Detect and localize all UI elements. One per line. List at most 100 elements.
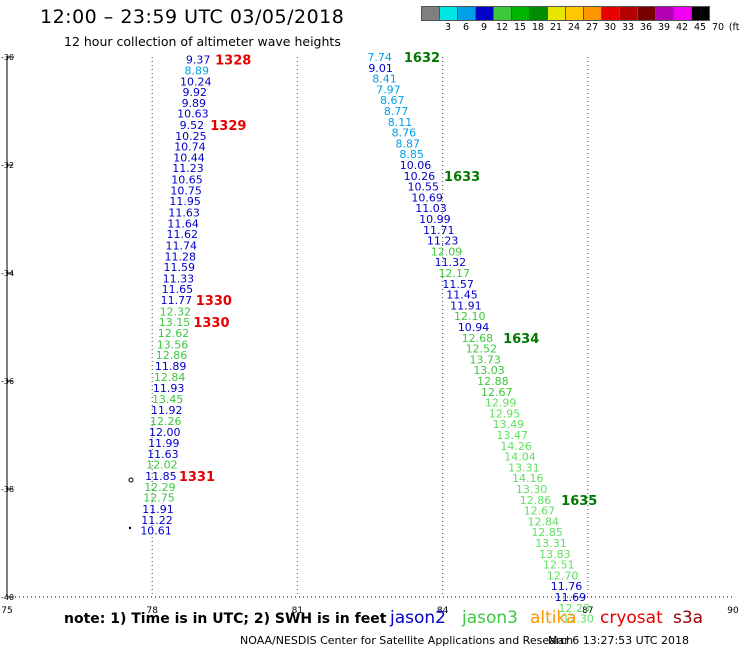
data-label: 11.92 bbox=[151, 404, 183, 417]
data-label: 10.25 bbox=[175, 130, 207, 143]
data-label: 10.69 bbox=[411, 191, 443, 204]
colorbar-label: 70 bbox=[711, 22, 725, 33]
data-label: 12.09 bbox=[431, 245, 463, 258]
data-label: 10.55 bbox=[407, 181, 439, 194]
data-label: 11.89 bbox=[155, 360, 187, 373]
data-label: 12.00 bbox=[149, 426, 181, 439]
colorbar-label: 27 bbox=[585, 22, 599, 33]
data-label: 11.32 bbox=[435, 256, 467, 269]
footer-note: note: 1) Time is in UTC; 2) SWH is in fe… bbox=[64, 611, 387, 627]
data-label: 13.31 bbox=[508, 461, 540, 474]
data-label: 11.76 bbox=[551, 580, 583, 593]
data-label: 10.26 bbox=[404, 170, 436, 183]
legend-altika: altika bbox=[530, 608, 577, 628]
legend-jason3: jason3 bbox=[462, 608, 518, 628]
data-label: 10.63 bbox=[177, 108, 209, 121]
data-label: 8.85 bbox=[399, 148, 424, 161]
colorbar-label: 6 bbox=[462, 22, 470, 33]
y-tick-label: -40 bbox=[1, 593, 14, 602]
data-label: 13.03 bbox=[473, 364, 505, 377]
data-label: 12.99 bbox=[485, 397, 517, 410]
data-label: 11.62 bbox=[166, 228, 198, 241]
y-tick-label: -36 bbox=[1, 377, 14, 386]
data-label: 11.57 bbox=[442, 278, 474, 291]
chart-subtitle: 12 hour collection of altimeter wave hei… bbox=[64, 34, 341, 49]
data-label: 14.16 bbox=[512, 472, 544, 485]
data-label: 12.85 bbox=[531, 526, 563, 539]
data-label: 11.95 bbox=[169, 195, 201, 208]
colorbar-label: 9 bbox=[480, 22, 488, 33]
data-label: 12.75 bbox=[143, 492, 175, 505]
x-tick-label: 78 bbox=[146, 606, 158, 616]
data-label: 12.86 bbox=[520, 494, 552, 507]
data-label: 12.32 bbox=[160, 305, 192, 318]
data-label: 12.02 bbox=[146, 459, 178, 472]
legend-jason2: jason2 bbox=[390, 608, 446, 628]
data-label: 11.23 bbox=[172, 162, 204, 175]
y-tick-label: -38 bbox=[1, 485, 14, 494]
y-tick-label: -30 bbox=[1, 53, 14, 62]
orbit-label: 1329 bbox=[210, 119, 246, 134]
data-label: 13.47 bbox=[497, 429, 529, 442]
data-label: 12.26 bbox=[150, 415, 182, 428]
data-label: 12.30 bbox=[562, 613, 594, 626]
data-label: 11.93 bbox=[153, 382, 185, 395]
x-tick-label: 75 bbox=[1, 606, 12, 616]
data-label: 11.65 bbox=[162, 283, 194, 296]
colorbar-label: 18 bbox=[531, 22, 545, 33]
data-label: 10.94 bbox=[458, 321, 490, 334]
data-label: 13.30 bbox=[516, 483, 548, 496]
orbit-label: 1635 bbox=[561, 494, 597, 509]
orbit-label: 1331 bbox=[179, 470, 215, 485]
colorbar-label: 36 bbox=[639, 22, 653, 33]
data-label: 11.85 bbox=[145, 470, 177, 483]
data-label: 9.52 bbox=[180, 119, 205, 132]
colorbar-label: (ft) bbox=[728, 22, 740, 33]
colorbar-label: 39 bbox=[657, 22, 671, 33]
data-label: 8.41 bbox=[372, 73, 397, 86]
colorbar-label: 15 bbox=[513, 22, 527, 33]
orbit-label: 1632 bbox=[404, 51, 440, 66]
data-label: 8.87 bbox=[396, 137, 421, 150]
data-label: 9.92 bbox=[183, 86, 208, 99]
data-label: 11.33 bbox=[163, 272, 195, 285]
data-label: 10.24 bbox=[180, 75, 212, 88]
orbit-label: 1330 bbox=[193, 316, 229, 331]
colorbar-label: 21 bbox=[549, 22, 563, 33]
island-marker bbox=[128, 477, 134, 483]
data-label: 10.99 bbox=[419, 213, 451, 226]
data-label: 11.91 bbox=[450, 299, 482, 312]
data-label: 12.23 bbox=[558, 602, 590, 615]
data-label: 11.63 bbox=[147, 448, 179, 461]
orbit-label: 1634 bbox=[503, 332, 539, 347]
x-tick-label: 90 bbox=[727, 606, 739, 616]
data-label: 12.17 bbox=[438, 267, 470, 280]
data-label: 13.49 bbox=[493, 418, 525, 431]
x-tick-label: 87 bbox=[582, 606, 593, 616]
data-label: 12.52 bbox=[466, 343, 498, 356]
colorbar-swatch bbox=[691, 6, 710, 21]
island-marker bbox=[128, 526, 132, 530]
data-label: 8.67 bbox=[380, 94, 405, 107]
data-label: 11.74 bbox=[165, 239, 197, 252]
legend-s3a: s3a bbox=[673, 608, 704, 628]
data-label: 11.71 bbox=[423, 224, 455, 237]
y-tick-label: -32 bbox=[1, 161, 14, 170]
data-label: 8.77 bbox=[384, 105, 409, 118]
data-label: 12.84 bbox=[528, 515, 560, 528]
colorbar-label: 45 bbox=[693, 22, 707, 33]
data-label: 12.51 bbox=[543, 559, 575, 572]
data-label: 11.28 bbox=[165, 250, 197, 263]
data-label: 13.73 bbox=[469, 353, 501, 366]
data-label: 7.97 bbox=[376, 83, 401, 96]
data-label: 7.74 bbox=[367, 51, 392, 64]
data-label: 11.91 bbox=[142, 503, 174, 516]
data-label: 12.29 bbox=[144, 481, 176, 494]
data-label: 10.44 bbox=[173, 151, 205, 164]
data-label: 9.01 bbox=[368, 62, 393, 75]
data-label: 8.76 bbox=[392, 127, 417, 140]
orbit-label: 1330 bbox=[196, 294, 232, 309]
data-label: 12.86 bbox=[156, 349, 188, 362]
